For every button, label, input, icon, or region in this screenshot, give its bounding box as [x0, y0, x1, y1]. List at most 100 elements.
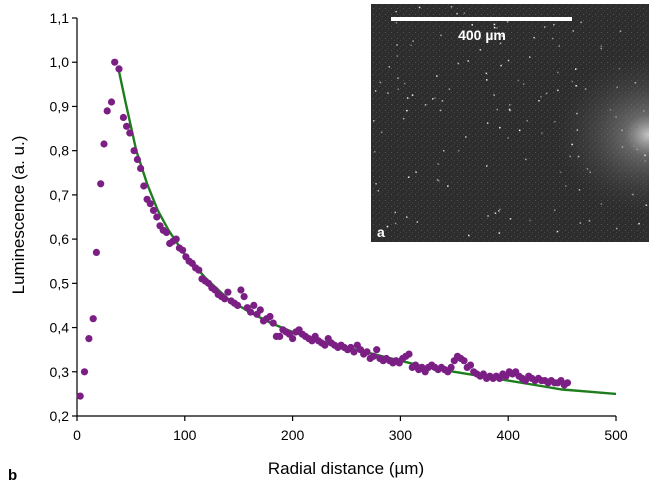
- data-point: [363, 348, 371, 356]
- x-tick-label: 100: [173, 427, 197, 443]
- panel-label-a: a: [377, 224, 385, 240]
- data-point: [130, 147, 138, 155]
- speckle: [575, 68, 577, 70]
- speckle: [373, 120, 375, 122]
- data-point: [111, 58, 119, 66]
- data-point: [563, 379, 572, 387]
- speckle: [468, 234, 470, 237]
- data-point: [76, 392, 84, 400]
- speckle: [621, 129, 623, 132]
- speckle: [441, 100, 444, 102]
- data-point: [137, 164, 145, 172]
- speckle: [545, 92, 548, 95]
- data-point: [123, 122, 131, 130]
- speckle: [411, 94, 414, 96]
- speckle: [418, 6, 421, 9]
- data-point: [369, 352, 378, 360]
- speckle: [467, 60, 469, 62]
- speckle: [415, 171, 417, 173]
- speckle: [487, 215, 489, 217]
- speckle: [439, 109, 442, 112]
- speckle: [621, 146, 624, 148]
- y-tick-label: 0,6: [50, 231, 70, 247]
- speckle: [522, 83, 525, 85]
- speckle: [395, 22, 398, 24]
- speckle: [416, 221, 419, 223]
- speckle: [397, 88, 399, 90]
- data-point: [269, 319, 277, 327]
- speckle: [499, 208, 501, 211]
- x-tick-label: 500: [604, 427, 628, 443]
- x-axis-ticks: 0 100 200 300 400 500: [73, 416, 628, 443]
- data-point: [80, 368, 89, 376]
- speckle: [558, 45, 560, 47]
- speckle: [507, 137, 509, 139]
- speckle: [577, 155, 580, 158]
- speckle: [500, 64, 502, 67]
- y-tick-label: 1,1: [50, 10, 70, 26]
- data-point: [103, 107, 111, 115]
- data-point: [460, 357, 468, 365]
- data-point: [149, 206, 158, 214]
- speckle: [633, 145, 635, 147]
- y-tick-label: 0,5: [50, 275, 70, 291]
- speckle: [645, 204, 648, 206]
- data-point: [466, 361, 475, 369]
- data-point: [107, 98, 116, 106]
- speckle: [386, 225, 389, 228]
- data-point: [115, 65, 123, 73]
- speckle: [553, 209, 556, 211]
- speckle: [632, 193, 634, 196]
- data-point: [92, 248, 100, 256]
- speckle: [456, 12, 458, 15]
- speckle: [576, 112, 578, 115]
- speckle: [565, 185, 567, 187]
- speckle: [496, 27, 498, 29]
- speckle: [544, 26, 546, 28]
- speckle: [402, 117, 405, 120]
- data-point: [89, 315, 97, 323]
- speckle: [588, 220, 591, 222]
- data-point: [405, 350, 413, 358]
- data-point: [266, 312, 274, 321]
- speckle: [609, 109, 612, 111]
- x-tick-label: 200: [281, 427, 305, 443]
- speckle: [479, 49, 482, 51]
- speckle: [496, 108, 498, 111]
- x-axis-title: Radial distance (µm): [268, 459, 424, 478]
- speckle: [486, 122, 489, 124]
- speckle: [509, 109, 511, 112]
- speckle: [406, 109, 408, 112]
- data-point: [373, 346, 381, 354]
- y-axis-title: Luminescence (a. u.): [9, 136, 28, 295]
- speckle: [447, 185, 449, 187]
- speckle: [559, 171, 562, 173]
- data-point: [97, 180, 105, 188]
- speckle: [569, 155, 571, 158]
- data-point: [126, 129, 134, 137]
- speckle: [498, 232, 501, 234]
- speckle: [509, 104, 511, 106]
- speckle: [406, 97, 409, 99]
- speckle: [600, 45, 603, 47]
- speckle: [465, 136, 467, 138]
- speckle: [615, 116, 617, 118]
- speckle: [518, 129, 521, 132]
- speckle: [556, 230, 559, 233]
- speckle: [395, 10, 397, 13]
- speckle: [580, 21, 582, 24]
- speckle: [436, 75, 438, 77]
- speckle: [638, 222, 640, 225]
- speckle: [533, 36, 535, 39]
- data-point: [133, 155, 141, 164]
- data-point: [234, 301, 242, 309]
- speckle: [572, 30, 574, 32]
- speckle: [600, 47, 602, 50]
- data-point: [247, 308, 255, 316]
- speckle: [507, 59, 510, 62]
- y-tick-label: 0,4: [50, 320, 70, 336]
- speckle: [499, 126, 501, 129]
- speckle: [493, 23, 496, 26]
- speckle: [553, 23, 555, 26]
